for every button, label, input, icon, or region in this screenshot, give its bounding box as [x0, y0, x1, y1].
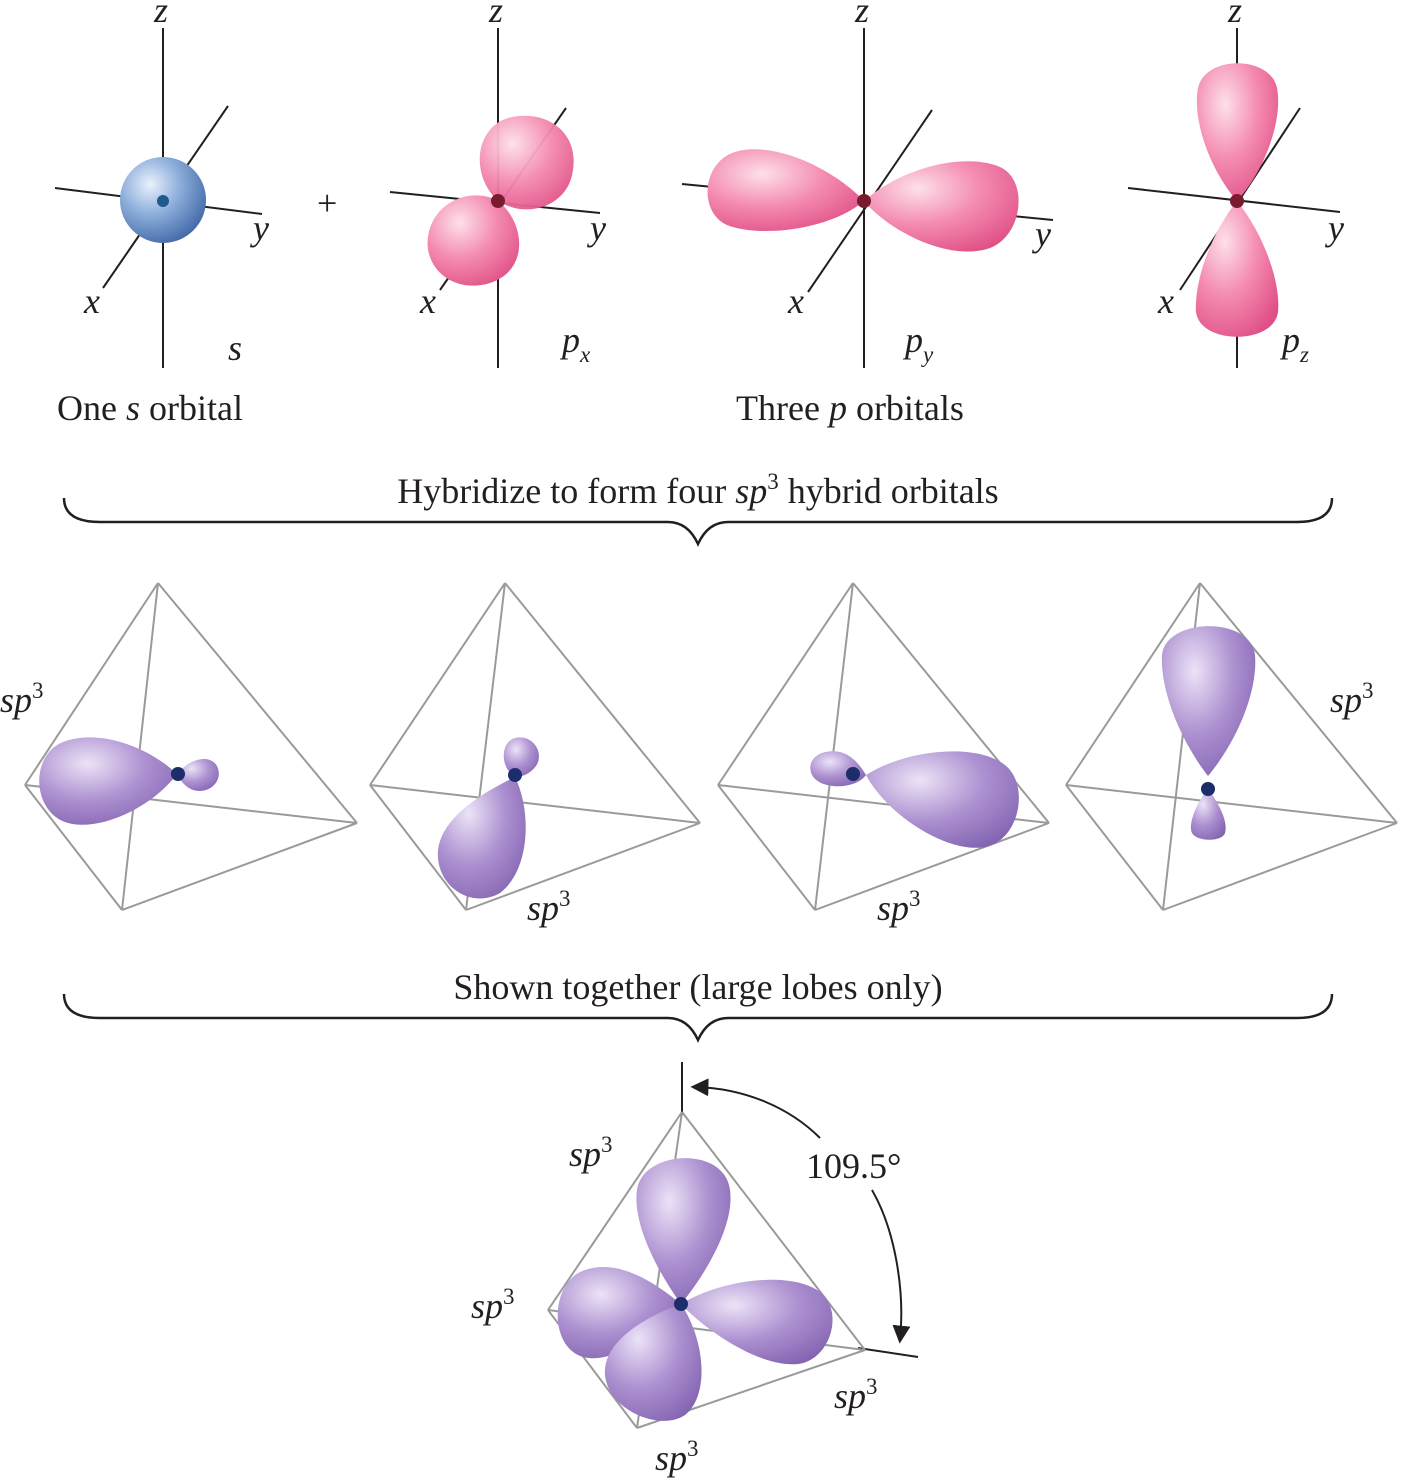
y-axis-label: y: [1032, 214, 1051, 254]
nucleus-dot: [857, 194, 871, 208]
orbital-label-px: px: [559, 320, 591, 367]
pz-bottom-lobe: [1195, 201, 1279, 337]
sp3-large-lobe: [39, 737, 177, 825]
nucleus-dot: [157, 195, 169, 207]
nucleus-dot: [491, 194, 505, 208]
px-front-lobe: [427, 195, 520, 286]
sp3-small-lobe: [1190, 789, 1226, 840]
sp3-label-top: sp3: [569, 1132, 613, 1174]
x-axis-label: x: [83, 281, 100, 321]
pz-orbital-panel: z y x pz: [1127, 0, 1344, 368]
y-axis-label: y: [250, 208, 269, 248]
nucleus-dot: [171, 767, 185, 781]
px-orbital-panel: z y x px: [389, 0, 606, 368]
y-axis-label: y: [587, 208, 606, 248]
z-axis-label: z: [854, 0, 869, 30]
curly-brace-2: [62, 993, 1334, 1044]
orbital-label-pz: pz: [1279, 320, 1309, 367]
sp3-label: sp3: [0, 678, 44, 720]
y-axis-label: y: [1325, 208, 1344, 248]
sp3-small-lobe: [177, 759, 219, 791]
nucleus-dot: [1201, 782, 1215, 796]
nucleus-dot: [846, 767, 860, 781]
angle-arrow-upper: [690, 1078, 821, 1139]
sp3-hybrid-panel-2: sp3: [369, 582, 701, 928]
tetrahedron: [369, 582, 701, 911]
s-orbital-panel: z y x s: [54, 0, 269, 368]
shown-together-caption: Shown together (large lobes only): [453, 967, 942, 1007]
x-axis-label: x: [419, 281, 436, 321]
sp3-lobe-top: [636, 1158, 731, 1304]
sp3-large-lobe: [437, 777, 526, 899]
sp3-label: sp3: [877, 886, 921, 928]
py-left-lobe: [707, 149, 864, 232]
angle-label: 109.5°: [806, 1146, 901, 1186]
nucleus-dot: [508, 768, 522, 782]
z-axis-label: z: [153, 0, 168, 30]
sp3-large-lobe: [1161, 626, 1256, 776]
sp3-small-lobe: [810, 751, 866, 787]
reference-axis-horizontal: [857, 1347, 919, 1358]
sp3-label: sp3: [527, 886, 571, 928]
sp3-lobe-front: [604, 1304, 702, 1421]
z-axis-label: z: [1227, 0, 1242, 30]
px-back-lobe: [479, 115, 574, 210]
sp3-hybrid-panel-3: sp3: [717, 582, 1050, 928]
pz-top-lobe: [1196, 63, 1279, 201]
sp3-large-lobe: [866, 751, 1019, 848]
z-axis-label: z: [488, 0, 503, 30]
curly-brace-1: [62, 497, 1334, 548]
sp3-lobe-left: [557, 1267, 681, 1359]
tetrahedron: [717, 582, 1050, 911]
orbital-label-s: s: [228, 328, 242, 368]
sp3-label-bottom: sp3: [655, 1436, 699, 1478]
sp3-lobe-right: [681, 1279, 833, 1365]
caption-three-p-orbitals: Three p orbitals: [736, 388, 964, 428]
py-right-lobe: [864, 161, 1019, 252]
orbital-label-py: py: [902, 320, 934, 367]
angle-arrow-lower: [871, 1189, 911, 1344]
x-axis-label: x: [1157, 281, 1174, 321]
sp3-label: sp3: [1330, 678, 1374, 720]
sp3-small-lobe: [503, 737, 539, 777]
sp3-hybrid-panel-1: sp3: [0, 582, 358, 911]
nucleus-dot: [674, 1297, 688, 1311]
py-orbital-panel: z y x py: [681, 0, 1054, 368]
sp3-label-right: sp3: [834, 1374, 878, 1416]
nucleus-dot: [1230, 194, 1244, 208]
plus-sign: +: [317, 183, 337, 223]
x-axis-label: x: [787, 281, 804, 321]
sp3-hybrid-panel-4: sp3: [1065, 582, 1398, 911]
hybridize-caption: Hybridize to form four sp3 hybrid orbita…: [397, 469, 998, 511]
caption-one-s-orbital: One s orbital: [57, 388, 243, 428]
sp3-combined-panel: 109.5° sp3 sp3 sp3 sp3: [471, 1062, 919, 1478]
sp3-label-left: sp3: [471, 1284, 515, 1326]
